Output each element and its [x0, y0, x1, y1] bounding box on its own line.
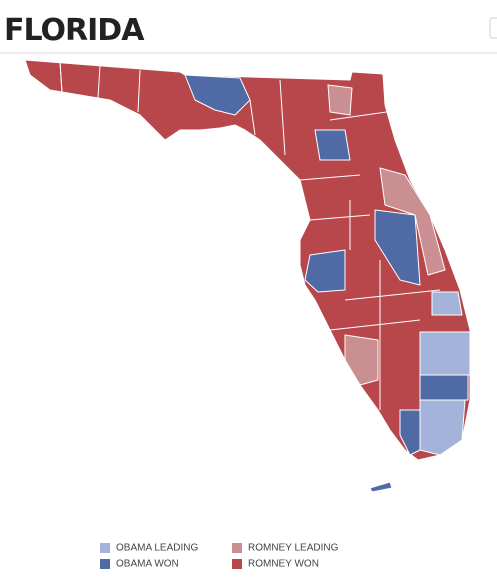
county-region — [431, 291, 463, 316]
legend: OBAMA LEADING ROMNEY LEADING OBAMA WON ROMN… — [100, 543, 339, 570]
county-region — [184, 74, 251, 116]
legend-swatch — [232, 559, 242, 569]
county-region — [419, 399, 466, 456]
county-region — [419, 374, 469, 401]
legend-label: ROMNEY LEADING — [248, 543, 339, 554]
legend-swatch — [100, 559, 110, 569]
florida-map — [24, 59, 471, 493]
county-region — [314, 129, 351, 161]
county-region — [419, 331, 471, 376]
legend-swatch — [100, 543, 110, 553]
legend-label: OBAMA LEADING — [116, 543, 198, 554]
county-border — [59, 61, 441, 410]
county-region — [304, 249, 346, 293]
county-region — [369, 481, 393, 493]
county-region — [374, 209, 421, 286]
legend-label: OBAMA WON — [116, 559, 179, 570]
county-region — [379, 167, 446, 276]
county-region — [344, 334, 379, 386]
county-region — [399, 409, 421, 456]
legend-label: ROMNEY WON — [248, 559, 319, 570]
state-title: FLORIDA — [4, 13, 145, 48]
ui-tab — [489, 17, 497, 39]
county-region — [327, 84, 353, 116]
legend-swatch — [232, 543, 242, 553]
